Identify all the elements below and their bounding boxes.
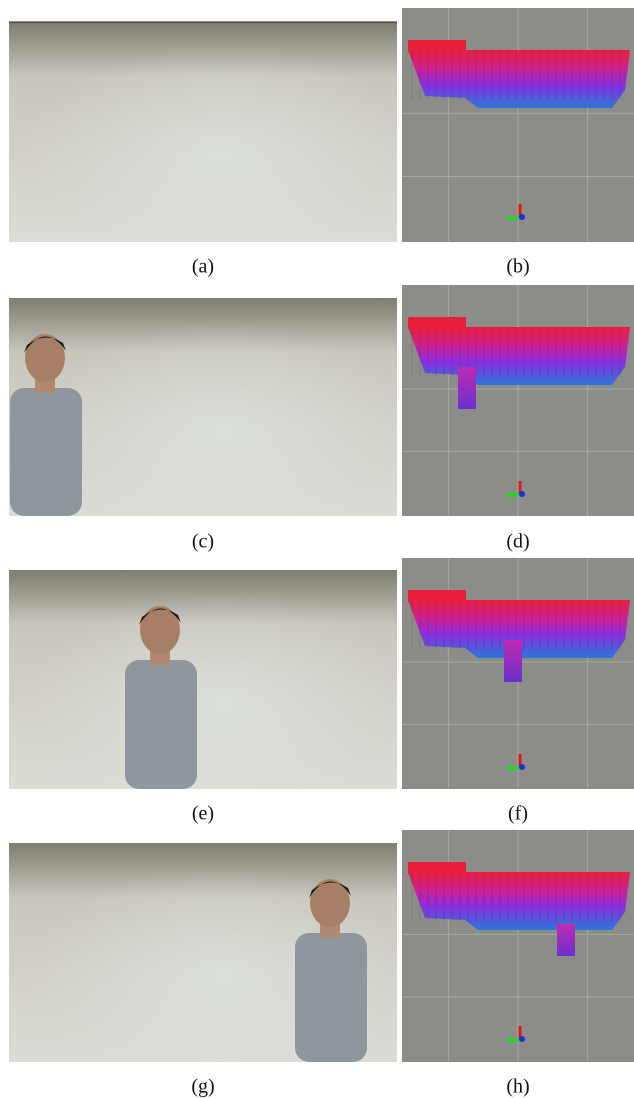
panel-label: (g)	[191, 1076, 214, 1098]
photo-glow	[9, 22, 397, 242]
page: {"panels": [{"label": "(a)"}, {"label": …	[0, 0, 634, 1098]
panel-label: (e)	[192, 803, 214, 825]
panel-label: (b)	[506, 256, 529, 278]
photo-glow	[9, 570, 397, 789]
person-body	[10, 388, 82, 516]
panel-label: (a)	[192, 256, 214, 278]
axis-y	[519, 764, 525, 770]
axis-y	[519, 1036, 525, 1042]
panel-label: (d)	[506, 531, 529, 553]
voxel-person	[557, 924, 575, 956]
voxel-person	[504, 640, 522, 682]
person-body	[295, 933, 367, 1062]
person-body	[125, 660, 197, 789]
panel-label: (f)	[508, 803, 528, 825]
axis-y	[519, 214, 525, 220]
panel-label: (c)	[192, 531, 214, 553]
voxel-person	[458, 367, 476, 409]
axis-y	[519, 491, 525, 497]
panel-label: (h)	[506, 1076, 529, 1098]
figure: (a) (b) (c) (d) (e) (f) (g) (h)	[0, 0, 634, 1098]
